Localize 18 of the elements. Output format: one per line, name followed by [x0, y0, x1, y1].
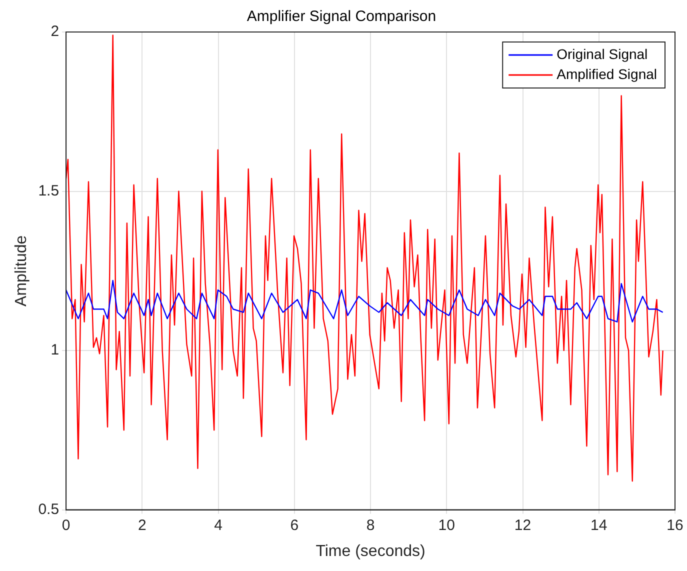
x-tick-label: 2 [138, 516, 146, 534]
y-tick-label: 1 [50, 342, 60, 359]
x-tick-label: 14 [590, 516, 608, 534]
chart-title: Amplifier Signal Comparison [246, 8, 436, 26]
x-tick-label: 16 [666, 516, 684, 534]
legend-label: Original Signal [556, 46, 648, 62]
y-tick-label: 0.5 [38, 500, 60, 518]
y-tick-label: 2 [50, 23, 60, 40]
x-tick-label: 10 [438, 516, 455, 534]
x-tick-label: 12 [514, 516, 532, 534]
x-tick-label: 0 [62, 516, 70, 534]
x-axis-title: Time (seconds) [316, 542, 426, 560]
legend-label: Amplified Signal [556, 66, 658, 82]
y-axis-title: Amplitude [13, 235, 30, 306]
y-tick-label: 1.5 [38, 182, 60, 200]
x-tick-label: 4 [214, 516, 222, 534]
x-tick-label: 6 [290, 516, 299, 534]
x-tick-label: 8 [366, 516, 375, 534]
